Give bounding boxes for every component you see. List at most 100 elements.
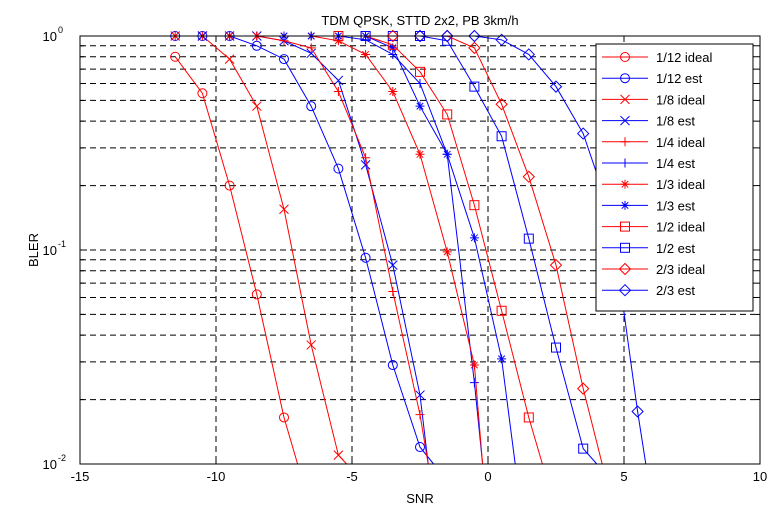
- data-point: [333, 163, 344, 174]
- data-point: [388, 87, 398, 97]
- y-tick-label: 10: [43, 29, 57, 44]
- data-point: [306, 340, 317, 350]
- y-tick-label-exponent: -2: [58, 453, 66, 463]
- data-point: [306, 48, 317, 59]
- data-point: [279, 412, 289, 423]
- data-point: [387, 360, 398, 371]
- legend-marker: [620, 242, 630, 253]
- legend-item: 1/8 est: [602, 114, 695, 129]
- data-point: [442, 149, 452, 159]
- legend-label: 1/4 est: [656, 156, 695, 171]
- data-point: [469, 81, 480, 92]
- legend-label: 2/3 est: [656, 283, 695, 298]
- data-point: [388, 43, 398, 53]
- data-point: [360, 252, 371, 263]
- data-point: [469, 360, 479, 370]
- data-point: [413, 29, 427, 43]
- data-point: [522, 48, 536, 61]
- legend-item: 1/4 ideal: [602, 135, 705, 150]
- data-point: [495, 33, 508, 47]
- data-point: [279, 204, 289, 215]
- data-point: [360, 159, 371, 170]
- data-point: [468, 29, 481, 43]
- data-point: [469, 378, 479, 388]
- data-point: [388, 286, 398, 296]
- data-point: [224, 180, 235, 191]
- legend-label: 1/12 ideal: [656, 50, 712, 65]
- legend-marker: [620, 115, 630, 126]
- legend-label: 1/2 ideal: [656, 220, 705, 235]
- data-point: [415, 78, 425, 88]
- data-point: [333, 450, 344, 460]
- x-tick-label: 10: [753, 469, 767, 484]
- data-point: [361, 153, 371, 163]
- data-point: [496, 131, 507, 142]
- data-point: [523, 233, 534, 244]
- series-line: [338, 35, 543, 465]
- data-point: [333, 87, 343, 97]
- x-tick-label: 5: [620, 469, 627, 484]
- data-point: [442, 247, 452, 257]
- data-point: [495, 98, 508, 111]
- data-point: [251, 40, 262, 51]
- y-tick-label-exponent: -1: [58, 239, 66, 249]
- data-point: [522, 170, 536, 183]
- y-axis-label: BLER: [26, 233, 41, 267]
- data-point: [497, 354, 507, 364]
- data-point: [306, 43, 316, 53]
- legend-label: 1/8 est: [656, 114, 695, 129]
- legend-marker: [618, 262, 632, 276]
- legend-marker: [620, 200, 630, 210]
- data-point: [469, 233, 479, 243]
- data-point: [442, 109, 453, 120]
- data-point: [415, 149, 425, 159]
- data-point: [386, 29, 400, 43]
- data-point: [578, 443, 589, 454]
- data-point: [251, 289, 262, 300]
- legend-label: 2/3 ideal: [656, 262, 705, 277]
- data-point: [440, 29, 454, 43]
- legend-label: 1/4 ideal: [656, 135, 705, 150]
- legend-label: 1/2 est: [656, 241, 695, 256]
- chart-title: TDM QPSK, STTD 2x2, PB 3km/h: [321, 13, 518, 28]
- data-point: [496, 305, 507, 316]
- legend-item: 2/3 ideal: [602, 262, 705, 277]
- legend-item: 1/2 ideal: [602, 220, 705, 235]
- legend: 1/12 ideal 1/12 est 1/8 ideal 1/8 est 1/4 id…: [595, 43, 754, 312]
- data-point: [333, 75, 344, 86]
- data-point: [576, 382, 590, 395]
- y-tick-label: 10: [43, 243, 57, 258]
- data-point: [415, 442, 425, 453]
- data-point: [361, 49, 371, 59]
- legend-marker: [620, 179, 630, 189]
- data-point: [469, 200, 480, 211]
- data-point: [170, 51, 181, 62]
- data-point: [549, 80, 563, 93]
- legend-label: 1/3 est: [656, 198, 695, 213]
- legend-item: 1/3 est: [602, 198, 695, 213]
- legend-marker: [620, 52, 630, 62]
- data-point: [415, 101, 425, 111]
- data-point: [415, 410, 425, 420]
- data-point: [387, 260, 398, 270]
- legend-item: 2/3 est: [602, 283, 695, 298]
- series-1-12-ideal: [170, 51, 299, 465]
- legend-item: 1/8 ideal: [602, 92, 705, 107]
- data-point: [224, 54, 235, 64]
- legend-label: 1/3 ideal: [656, 177, 705, 192]
- legend-item: 1/2 est: [602, 241, 695, 256]
- legend-marker: [618, 283, 632, 297]
- grid-layer: [80, 36, 760, 464]
- data-point: [251, 101, 262, 112]
- legend-label: 1/12 est: [656, 71, 703, 86]
- legend-marker: [620, 137, 630, 147]
- data-point: [279, 54, 289, 65]
- data-point: [415, 66, 425, 77]
- x-tick-label: -5: [346, 469, 358, 484]
- data-point: [576, 127, 590, 140]
- y-tick-label: 10: [43, 457, 57, 472]
- legend-marker: [620, 221, 630, 232]
- legend-item: 1/4 est: [602, 156, 695, 171]
- series-line: [174, 56, 299, 465]
